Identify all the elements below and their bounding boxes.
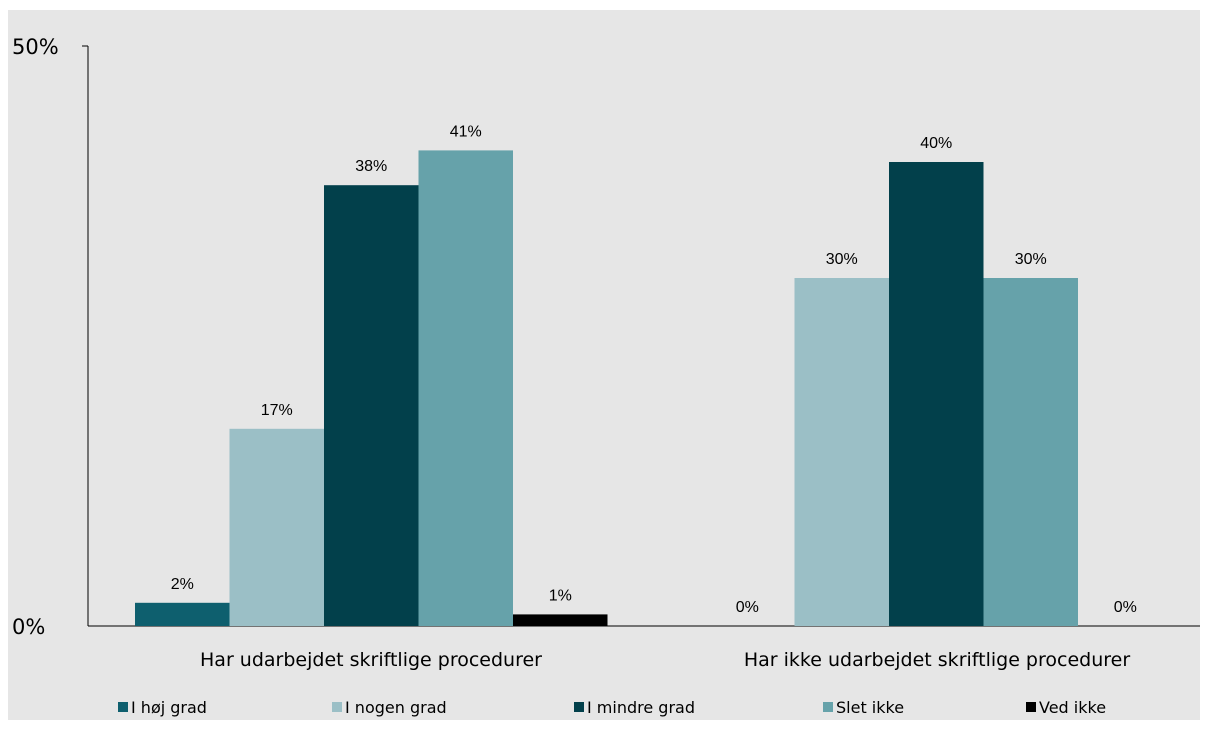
bar (889, 162, 984, 626)
legend-swatch (574, 702, 584, 712)
bar (135, 602, 230, 626)
data-label: 30% (826, 251, 858, 268)
bar (794, 278, 889, 626)
data-label: 40% (920, 135, 952, 152)
legend-label: I nogen grad (345, 698, 447, 717)
bar (513, 614, 608, 626)
data-label: 30% (1015, 251, 1047, 268)
bar (229, 428, 324, 626)
y-tick-label: 50% (12, 35, 59, 59)
legend-label: I mindre grad (587, 698, 695, 717)
legend-label: I høj grad (131, 698, 207, 717)
data-label: 2% (171, 576, 194, 593)
data-label: 0% (1114, 599, 1137, 616)
chart-area: 0% 50% 2% 17% 38% 41% 1% Har udarbejdet skriftl… (8, 10, 1200, 720)
legend-swatch (823, 702, 833, 712)
bar (418, 150, 513, 626)
y-tick-label: 0% (12, 615, 45, 639)
legend-label: Slet ikke (836, 698, 904, 717)
x-category-label: Har udarbejdet skriftlige procedurer (200, 649, 542, 671)
legend-swatch (332, 702, 342, 712)
legend-swatch (1026, 702, 1036, 712)
bar (983, 278, 1078, 626)
data-label: 41% (450, 123, 482, 140)
legend-swatch (118, 702, 128, 712)
data-label: 38% (355, 158, 387, 175)
legend-label: Ved ikke (1039, 698, 1106, 717)
bar-chart: 0% 50% 2% 17% 38% 41% 1% Har udarbejdet skriftl… (12, 35, 1200, 717)
x-category-label: Har ikke udarbejdet skriftlige procedure… (744, 649, 1130, 671)
bar (324, 185, 419, 626)
data-label: 17% (261, 402, 293, 419)
data-label: 0% (736, 599, 759, 616)
data-label: 1% (549, 587, 572, 604)
